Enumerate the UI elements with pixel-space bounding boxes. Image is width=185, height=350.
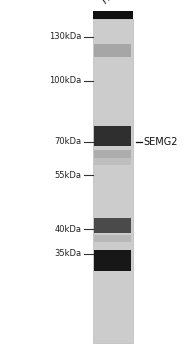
FancyBboxPatch shape	[94, 158, 131, 165]
FancyBboxPatch shape	[94, 44, 131, 57]
Text: 35kDa: 35kDa	[54, 249, 81, 258]
Text: HeLa: HeLa	[101, 0, 125, 5]
Text: 130kDa: 130kDa	[49, 32, 81, 41]
FancyBboxPatch shape	[94, 235, 131, 242]
FancyBboxPatch shape	[94, 150, 131, 158]
Text: 55kDa: 55kDa	[54, 170, 81, 180]
Text: 100kDa: 100kDa	[49, 76, 81, 85]
Text: 70kDa: 70kDa	[54, 137, 81, 146]
FancyBboxPatch shape	[94, 250, 131, 271]
FancyBboxPatch shape	[92, 10, 133, 19]
FancyBboxPatch shape	[94, 218, 131, 233]
FancyBboxPatch shape	[94, 126, 131, 146]
Text: 40kDa: 40kDa	[54, 225, 81, 234]
Text: SEMG2: SEMG2	[143, 137, 178, 147]
FancyBboxPatch shape	[92, 19, 133, 343]
